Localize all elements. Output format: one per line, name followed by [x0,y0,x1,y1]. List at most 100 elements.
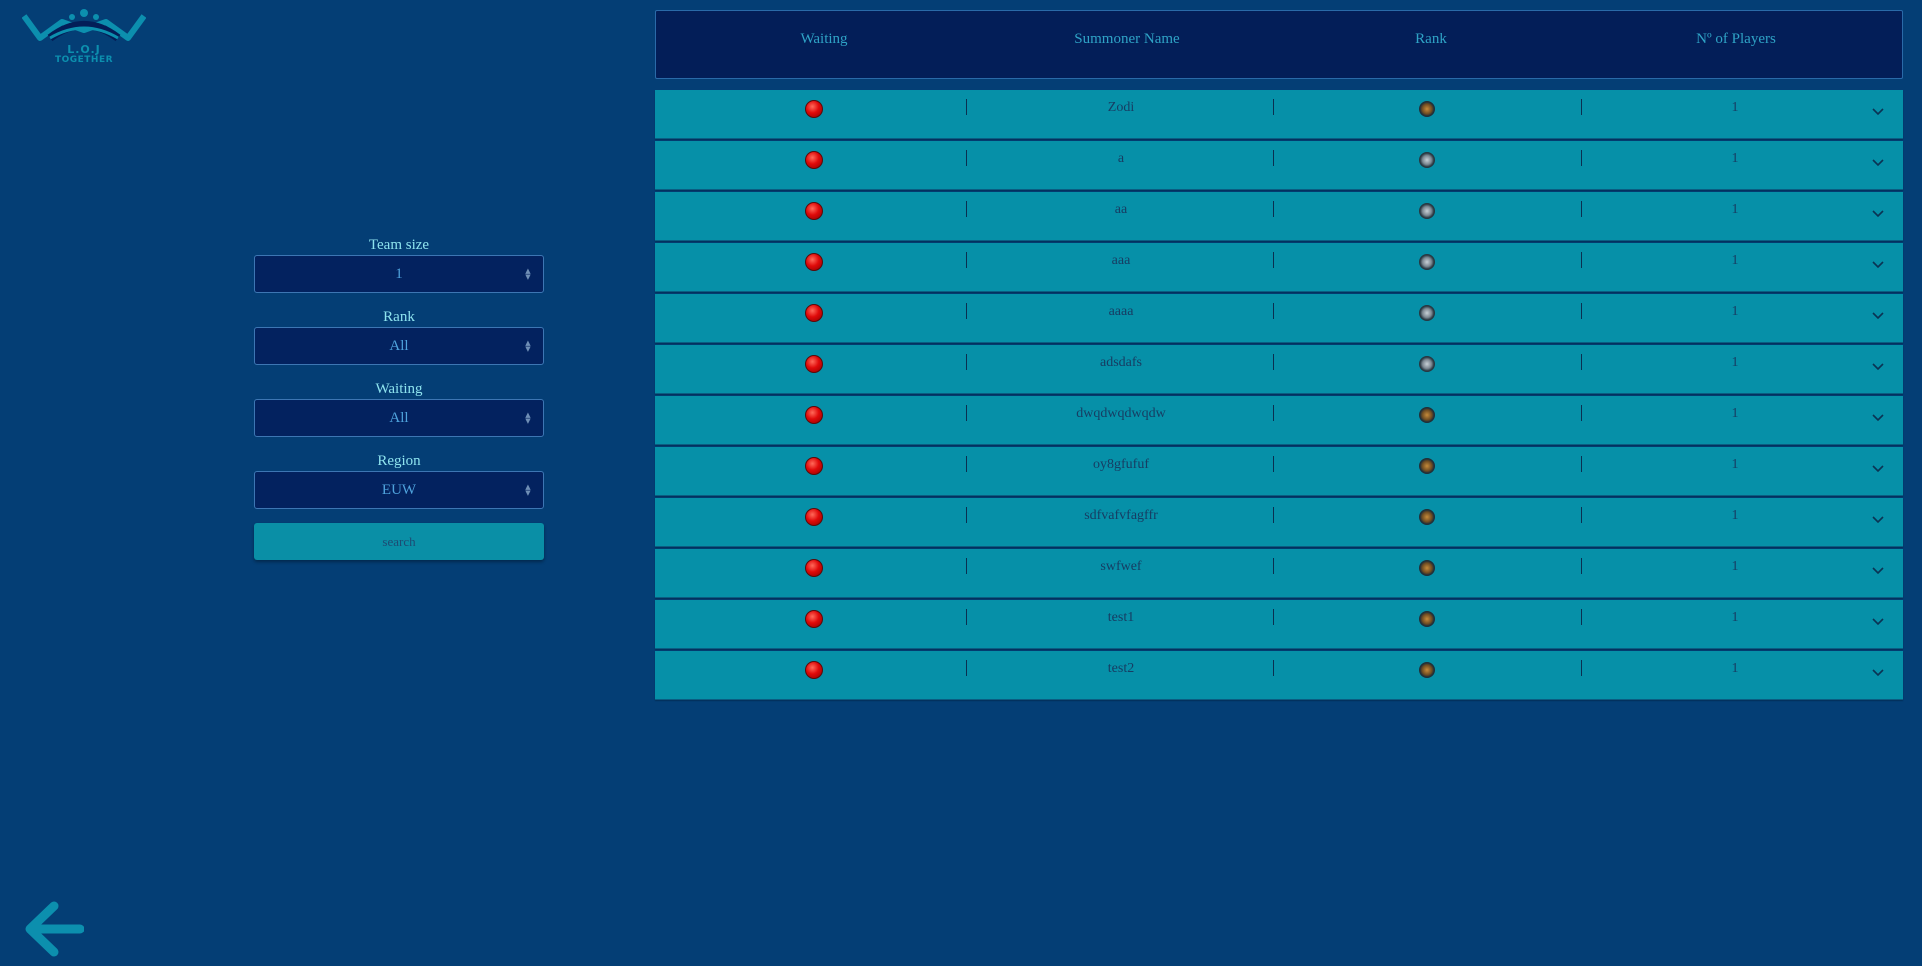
back-arrow-icon [25,901,84,957]
gold-rank-icon [1419,662,1435,678]
column-separator [1581,660,1582,676]
rank-select[interactable]: All ▲ ▼ [254,327,544,365]
table-row[interactable]: adsdafs 1 [655,345,1903,394]
column-separator [1273,150,1274,166]
crown-logo-icon [22,9,146,42]
red-dot-icon [805,406,823,424]
waiting-select[interactable]: All ▲ ▼ [254,399,544,437]
red-dot-icon [805,202,823,220]
chevron-down-icon[interactable] [1871,614,1885,628]
column-separator [1273,507,1274,523]
table-row[interactable]: aaaa 1 [655,294,1903,343]
silver-rank-icon [1419,203,1435,219]
chevron-down-icon[interactable] [1871,359,1885,373]
column-separator [1581,507,1582,523]
table-row[interactable]: aaa 1 [655,243,1903,292]
column-separator [966,303,967,319]
header-rank[interactable]: Rank [1415,31,1447,47]
column-separator [1273,558,1274,574]
header-waiting[interactable]: Waiting [800,31,848,47]
column-separator [1273,660,1274,676]
red-dot-icon [805,661,823,679]
column-separator [966,405,967,421]
summoner-name: Zodi [1107,100,1135,115]
chevron-down-icon[interactable] [1871,410,1885,424]
logo-title: L.O.J [67,43,101,56]
chevron-down-icon[interactable] [1871,665,1885,679]
column-separator [1581,201,1582,217]
player-count: 1 [1731,253,1739,268]
team-size-value: 1 [395,266,403,282]
logo-subtitle: TOGETHER [54,55,114,65]
column-separator [1581,405,1582,421]
column-separator [1581,558,1582,574]
table-row[interactable]: oy8gfufuf 1 [655,447,1903,496]
player-count: 1 [1731,100,1739,115]
table-row[interactable]: test2 1 [655,651,1903,700]
column-separator [1581,99,1582,115]
player-count: 1 [1731,661,1739,676]
column-separator [1273,303,1274,319]
select-arrows-icon: ▲ ▼ [525,483,531,497]
column-separator [1581,252,1582,268]
select-arrows-icon: ▲ ▼ [525,411,531,425]
header-summoner-name[interactable]: Summoner Name [1074,31,1180,47]
red-dot-icon [805,100,823,118]
column-separator [966,660,967,676]
waiting-label: Waiting [375,381,423,397]
chevron-down-icon[interactable] [1871,512,1885,526]
silver-rank-icon [1419,356,1435,372]
column-separator [1273,609,1274,625]
chevron-down-icon[interactable] [1871,155,1885,169]
table-row[interactable]: test1 1 [655,600,1903,649]
column-separator [966,252,967,268]
table-row[interactable]: dwqdwqdwqdw 1 [655,396,1903,445]
player-count: 1 [1731,559,1739,574]
table-row[interactable]: sdfvafvfagffr 1 [655,498,1903,547]
chevron-down-icon[interactable] [1871,257,1885,271]
column-separator [1273,252,1274,268]
table-row[interactable]: aa 1 [655,192,1903,241]
summoner-name: test2 [1107,661,1135,676]
chevron-down-icon[interactable] [1871,461,1885,475]
header-players[interactable]: Nº of Players [1696,31,1776,47]
red-dot-icon [805,253,823,271]
column-separator [1273,456,1274,472]
player-count: 1 [1731,406,1739,421]
player-count: 1 [1731,304,1739,319]
region-select[interactable]: EUW ▲ ▼ [254,471,544,509]
chevron-down-icon[interactable] [1871,563,1885,577]
filter-panel: Team size 1 ▲ ▼ Rank All ▲ ▼ Waiting All ▲… [254,235,544,560]
app-logo: L.O.J TOGETHER [22,8,146,70]
column-separator [1581,456,1582,472]
gold-rank-icon [1419,101,1435,117]
chevron-down-icon[interactable] [1871,308,1885,322]
summoner-name: oy8gfufuf [1093,457,1149,472]
red-dot-icon [805,508,823,526]
region-value: EUW [381,482,417,498]
table-row[interactable]: Zodi 1 [655,90,1903,139]
select-arrows-icon: ▲ ▼ [525,267,531,281]
column-separator [966,609,967,625]
waiting-value: All [389,410,409,426]
player-list: Zodi 1 a 1 aa 1 aaa 1 aaaa 1 adsdafs 1 dwqdwqdwqdw 1 o… [655,90,1903,702]
chevron-down-icon[interactable] [1871,104,1885,118]
player-count: 1 [1731,457,1739,472]
bronze-rank-icon [1419,458,1435,474]
column-separator [966,507,967,523]
silver-rank-icon [1419,305,1435,321]
chevron-down-icon[interactable] [1871,206,1885,220]
column-separator [1273,201,1274,217]
table-row[interactable]: swfwef 1 [655,549,1903,598]
back-button[interactable] [22,898,84,960]
search-button[interactable]: search [254,523,544,560]
team-size-label: Team size [368,237,430,253]
column-separator [966,558,967,574]
table-header: Waiting Summoner Name Rank Nº of Players [655,10,1903,79]
column-separator [1581,354,1582,370]
team-size-select[interactable]: 1 ▲ ▼ [254,255,544,293]
red-dot-icon [805,355,823,373]
red-dot-icon [805,151,823,169]
bronze-rank-icon [1419,509,1435,525]
